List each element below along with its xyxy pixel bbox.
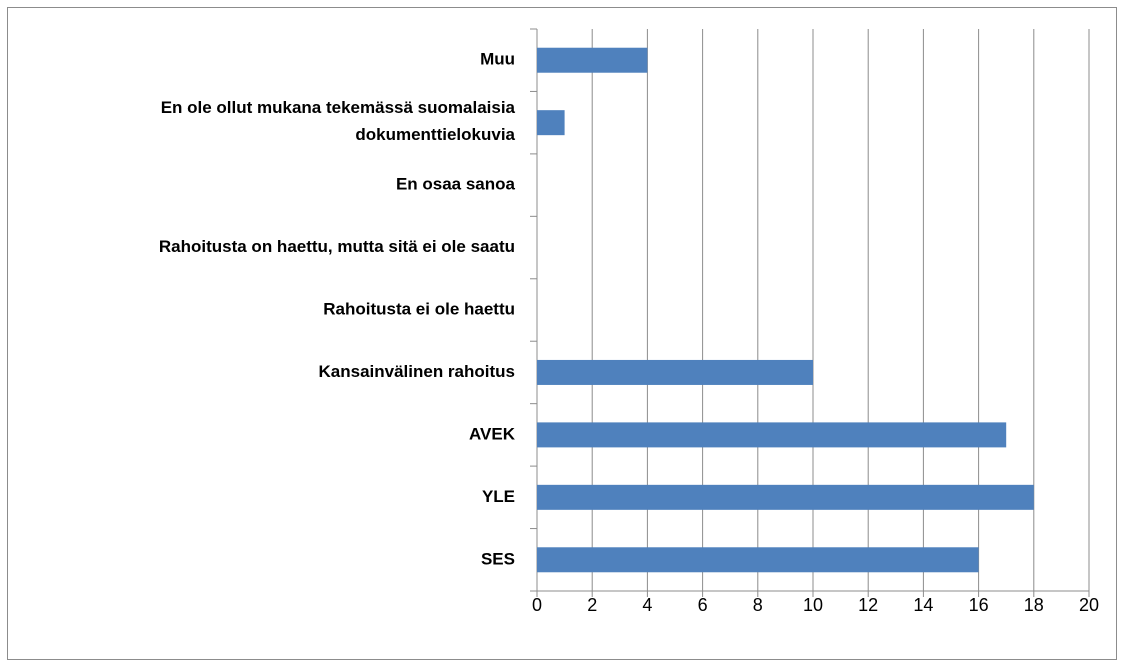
bar [537, 47, 648, 73]
y-tick-label: YLE [482, 487, 515, 506]
x-tick-label: 6 [698, 595, 708, 615]
x-tick-label: 16 [969, 595, 989, 615]
y-tick-label: En osaa sanoa [396, 175, 516, 194]
x-tick-label: 0 [532, 595, 542, 615]
y-tick-label: Muu [480, 50, 515, 69]
x-tick-label: 2 [587, 595, 597, 615]
bar [537, 422, 1007, 448]
x-tick-label: 12 [858, 595, 878, 615]
x-tick-label: 18 [1024, 595, 1044, 615]
y-tick-label: Rahoitusta on haettu, mutta sitä ei ole … [159, 237, 515, 256]
bar [537, 547, 979, 573]
bar [537, 484, 1034, 510]
y-tick-label: Rahoitusta ei ole haettu [323, 299, 515, 318]
y-tick-label: En ole ollut mukana tekemässä suomalaisi… [161, 99, 516, 145]
bar [537, 110, 565, 136]
x-tick-label: 10 [803, 595, 823, 615]
x-tick-label: 14 [913, 595, 933, 615]
x-tick-label: 4 [642, 595, 652, 615]
bar [537, 359, 813, 385]
y-tick-label: Kansainvälinen rahoitus [319, 362, 516, 381]
x-tick-label: 20 [1079, 595, 1099, 615]
y-tick-label: SES [481, 549, 515, 568]
y-tick-label: AVEK [469, 424, 516, 443]
x-tick-label: 8 [753, 595, 763, 615]
